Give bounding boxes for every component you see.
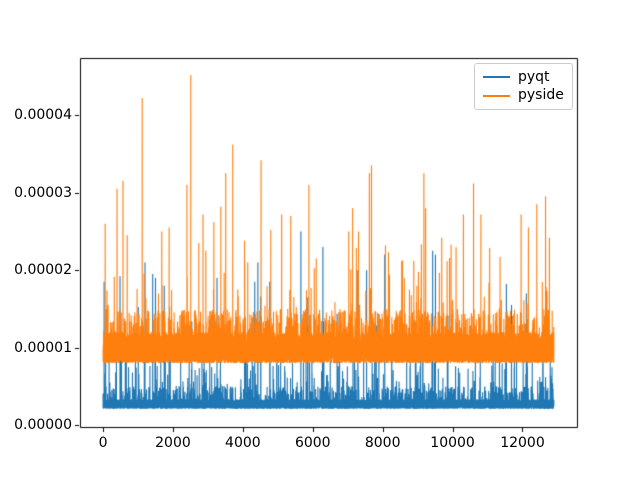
pyqt-line-sample-icon	[483, 76, 510, 79]
pyside-line-sample-icon	[483, 94, 510, 97]
legend: pyqt pyside	[474, 63, 573, 110]
legend-label-pyside: pyside	[518, 87, 564, 104]
legend-item-pyside: pyside	[483, 88, 564, 103]
legend-item-pyqt: pyqt	[483, 68, 564, 85]
legend-label-pyqt: pyqt	[518, 68, 550, 85]
